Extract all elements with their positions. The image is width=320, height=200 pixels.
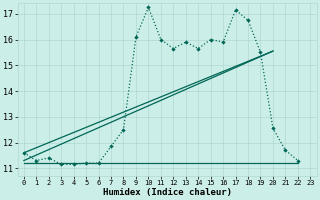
X-axis label: Humidex (Indice chaleur): Humidex (Indice chaleur) [103,188,232,197]
